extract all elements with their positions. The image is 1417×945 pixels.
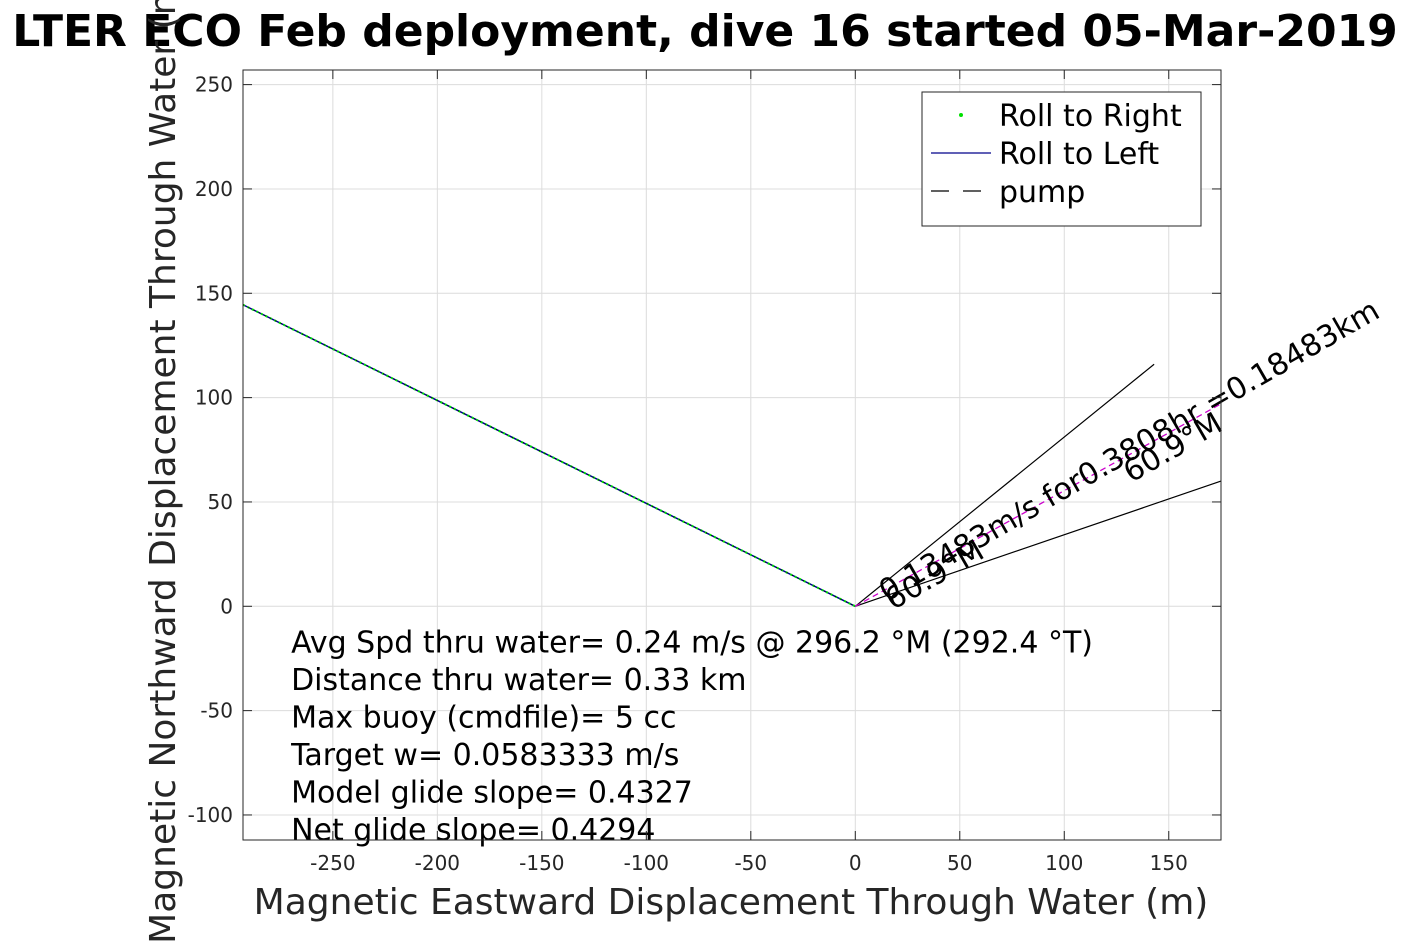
y-tick-label: 0 xyxy=(220,594,233,618)
x-tick-label: -150 xyxy=(519,851,564,875)
x-tick-label: -100 xyxy=(624,851,669,875)
stats-line: Target w= 0.0583333 m/s xyxy=(290,738,679,773)
y-tick-label: -50 xyxy=(200,699,233,723)
stats-line: Max buoy (cmdfile)= 5 cc xyxy=(291,701,676,736)
stats-line: Net glide slope= 0.4294 xyxy=(291,813,655,848)
y-tick-label: 150 xyxy=(195,281,233,305)
legend-label: pump xyxy=(999,175,1085,210)
x-tick-label: -200 xyxy=(415,851,460,875)
y-tick-label: -100 xyxy=(188,803,233,827)
y-axis-label: Magnetic Northward Displacement Through … xyxy=(143,0,184,944)
heading-reference-line xyxy=(854,363,1155,607)
stats-text-block: Avg Spd thru water= 0.24 m/s @ 296.2 °M … xyxy=(290,626,1093,849)
x-tick-label: -50 xyxy=(734,851,767,875)
x-tick-label: 100 xyxy=(1045,851,1083,875)
x-tick-label: -250 xyxy=(310,851,355,875)
y-tick-label: 200 xyxy=(195,177,233,201)
heading-reference-line xyxy=(855,480,1222,607)
chart-title: LTER ECO Feb deployment, dive 16 started… xyxy=(12,6,1398,57)
y-tick-label: 250 xyxy=(195,73,233,97)
x-tick-label: 150 xyxy=(1150,851,1188,875)
y-tick-label: 100 xyxy=(195,386,233,410)
stats-line: Model glide slope= 0.4327 xyxy=(291,776,693,811)
legend-marker-dot xyxy=(959,113,963,117)
stats-line: Distance thru water= 0.33 km xyxy=(291,663,746,698)
plot-series xyxy=(242,303,1222,608)
stats-line: Avg Spd thru water= 0.24 m/s @ 296.2 °M … xyxy=(291,626,1093,661)
axes-box xyxy=(242,69,1222,841)
axes: -250 -200 -150 -100 -50 0 50 100 150 -100 -50 0 50 10… xyxy=(188,69,1222,875)
legend-label: Roll to Left xyxy=(999,137,1159,172)
x-tick-label: 50 xyxy=(947,851,972,875)
series-roll-to-right-dots xyxy=(242,303,856,608)
legend-label: Roll to Right xyxy=(999,99,1182,134)
x-tick-label: 0 xyxy=(849,851,862,875)
y-tick-label: 50 xyxy=(208,490,233,514)
legend-box xyxy=(921,91,1202,227)
x-axis-label: Magnetic Eastward Displacement Through W… xyxy=(254,882,1209,923)
